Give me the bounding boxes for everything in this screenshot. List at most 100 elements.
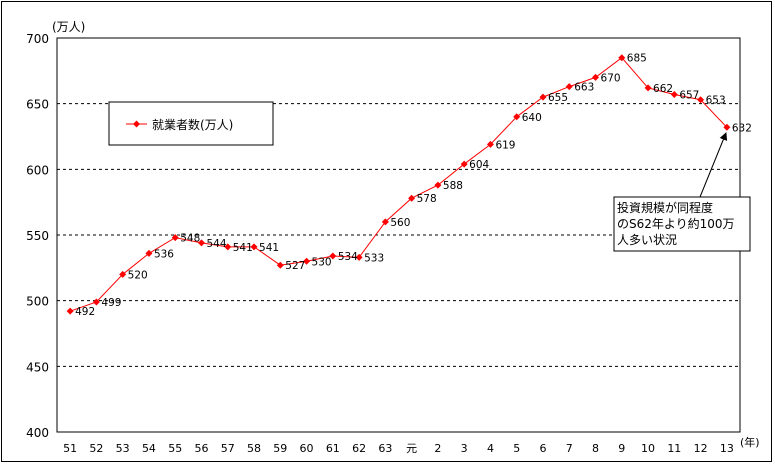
y-tick-label: 600	[26, 163, 49, 177]
data-point-marker	[723, 123, 731, 131]
x-tick-label: 59	[273, 442, 287, 455]
data-label: 492	[75, 306, 95, 318]
data-label: 619	[495, 139, 515, 151]
data-point-marker	[434, 181, 442, 189]
x-tick-label: 58	[247, 442, 261, 455]
x-tick-label: 61	[326, 442, 340, 455]
annotation-line-1: 投資規模が同程度	[617, 200, 713, 215]
data-label: 640	[522, 112, 542, 124]
data-point-marker	[145, 249, 153, 257]
x-tick-label: 55	[168, 442, 182, 455]
data-label: 632	[732, 122, 752, 134]
data-point-marker	[303, 257, 311, 265]
x-tick-label: 3	[461, 442, 468, 455]
data-point-marker	[92, 298, 100, 306]
x-tick-label: 10	[641, 442, 655, 455]
data-label: 534	[338, 251, 358, 263]
x-tick-label: 9	[618, 442, 625, 455]
y-tick-label: 650	[26, 98, 49, 112]
annotation-arrow	[699, 132, 728, 198]
data-point-marker	[66, 307, 74, 315]
data-point-marker	[460, 160, 468, 168]
x-tick-label: 11	[667, 442, 681, 455]
data-label: 520	[128, 269, 148, 281]
data-label: 527	[285, 260, 305, 272]
series-line	[69, 57, 728, 312]
legend-series-name: 就業者数(万人)	[152, 117, 233, 132]
data-point-marker	[224, 243, 232, 251]
annotation: 投資規模が同程度 のS62年より約100万 人多い状況	[613, 132, 751, 252]
x-axis-unit-label: (年)	[740, 435, 760, 449]
data-point-marker	[565, 83, 573, 91]
data-label: 560	[390, 217, 410, 229]
data-point-marker	[486, 140, 494, 148]
x-tick-label: 57	[221, 442, 235, 455]
x-tick-label: 13	[720, 442, 734, 455]
x-tick-label: 5	[513, 442, 520, 455]
annotation-line-3: 人多い状況	[617, 232, 677, 247]
data-label: 653	[706, 95, 726, 107]
legend-marker-icon	[133, 120, 140, 128]
data-label: 662	[653, 83, 673, 95]
x-tick-label: 63	[378, 442, 392, 455]
x-tick-label: 4	[487, 442, 494, 455]
data-label: 530	[312, 256, 332, 268]
x-tick-label: 元	[406, 442, 417, 455]
data-label: 499	[101, 297, 121, 309]
data-label: 657	[679, 89, 699, 101]
data-point-marker	[539, 93, 547, 101]
x-tick-label: 56	[194, 442, 208, 455]
data-label: 670	[601, 72, 621, 84]
x-tick-label: 6	[539, 442, 546, 455]
y-tick-label: 400	[26, 426, 49, 440]
data-point-marker	[670, 90, 678, 98]
x-tick-label: 60	[300, 442, 314, 455]
x-tick-label: 54	[142, 442, 156, 455]
data-point-marker	[644, 84, 652, 92]
data-point-marker	[697, 96, 705, 104]
y-axis-unit-label: (万人)	[52, 20, 85, 34]
y-tick-label: 500	[26, 295, 49, 309]
data-label: 548	[180, 233, 200, 245]
data-point-marker	[513, 113, 521, 121]
data-point-marker	[329, 252, 337, 260]
data-label: 588	[443, 180, 463, 192]
legend: 就業者数(万人)	[108, 101, 274, 146]
x-tick-label: 52	[89, 442, 103, 455]
data-point-marker	[408, 194, 416, 202]
x-tick-label: 8	[592, 442, 599, 455]
x-tick-label: 53	[116, 442, 130, 455]
x-tick-label: 62	[352, 442, 366, 455]
data-label: 685	[627, 53, 647, 65]
data-label: 541	[233, 242, 253, 254]
data-point-marker	[171, 234, 179, 242]
data-point-marker	[355, 253, 363, 261]
annotation-box	[613, 196, 751, 252]
data-label: 544	[206, 238, 226, 250]
x-tick-label: 7	[566, 442, 573, 455]
data-point-marker	[250, 243, 258, 251]
x-tick-label: 51	[63, 442, 77, 455]
data-point-marker	[592, 73, 600, 81]
data-label: 604	[469, 159, 489, 171]
data-label: 533	[364, 252, 384, 264]
data-point-marker	[618, 54, 626, 62]
data-point-marker	[197, 239, 205, 247]
data-label: 536	[154, 248, 174, 260]
y-tick-label: 550	[26, 229, 49, 243]
annotation-line-2: のS62年より約100万	[617, 216, 735, 231]
data-label: 578	[417, 193, 437, 205]
x-tick-label: 2	[434, 442, 441, 455]
data-label: 663	[574, 82, 594, 94]
data-point-marker	[119, 270, 127, 278]
data-point-marker	[381, 218, 389, 226]
data-label: 655	[548, 92, 568, 104]
data-point-marker	[276, 261, 284, 269]
y-tick-label: 700	[26, 32, 49, 46]
x-tick-label: 12	[694, 442, 708, 455]
data-label: 541	[259, 242, 279, 254]
y-tick-label: 450	[26, 360, 49, 374]
